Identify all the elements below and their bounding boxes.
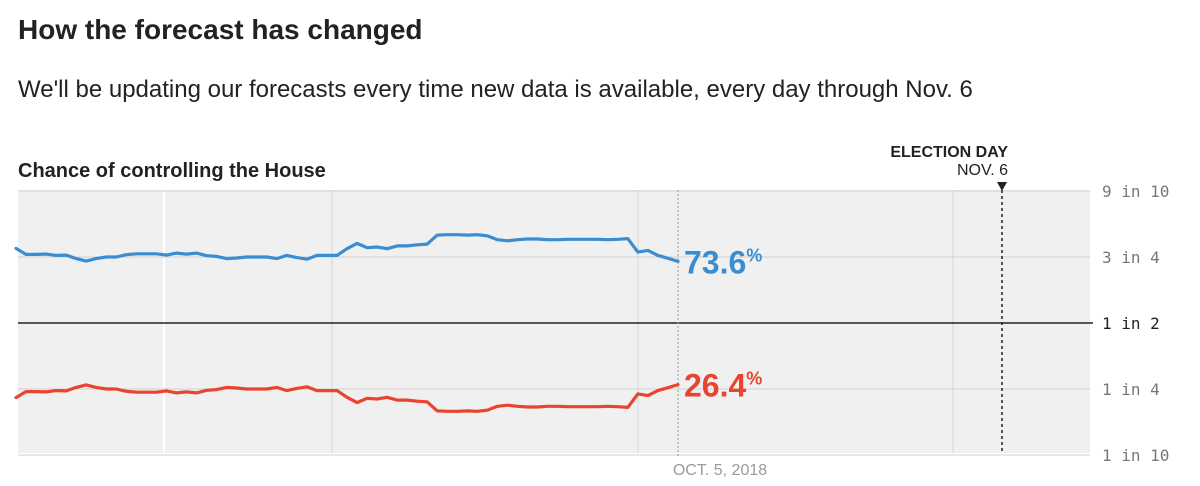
y-tick-label: 3 in 4 bbox=[1102, 248, 1160, 267]
election-day-title: ELECTION DAY bbox=[890, 144, 1008, 161]
y-tick-label: 9 in 10 bbox=[1102, 182, 1169, 201]
x-date-label: OCT. 5, 2018 bbox=[673, 462, 767, 479]
election-day-label: ELECTION DAY NOV. 6 bbox=[890, 144, 1008, 180]
current-value-red: 26.4% bbox=[684, 368, 762, 404]
y-tick-label: 1 in 2 bbox=[1102, 314, 1160, 333]
current-value-blue: 73.6% bbox=[684, 244, 762, 280]
republican-series-line bbox=[14, 383, 680, 413]
democrat-series-line bbox=[14, 233, 680, 263]
election-day-date: NOV. 6 bbox=[957, 162, 1008, 179]
plot-background bbox=[18, 190, 1090, 453]
page-subtitle: We'll be updating our forecasts every ti… bbox=[18, 76, 973, 103]
chart-title: Chance of controlling the House bbox=[18, 160, 326, 182]
election-day-arrow-icon bbox=[997, 182, 1007, 191]
page-title: How the forecast has changed bbox=[18, 14, 423, 45]
y-tick-label: 1 in 4 bbox=[1102, 380, 1160, 399]
y-tick-label: 1 in 10 bbox=[1102, 446, 1169, 465]
